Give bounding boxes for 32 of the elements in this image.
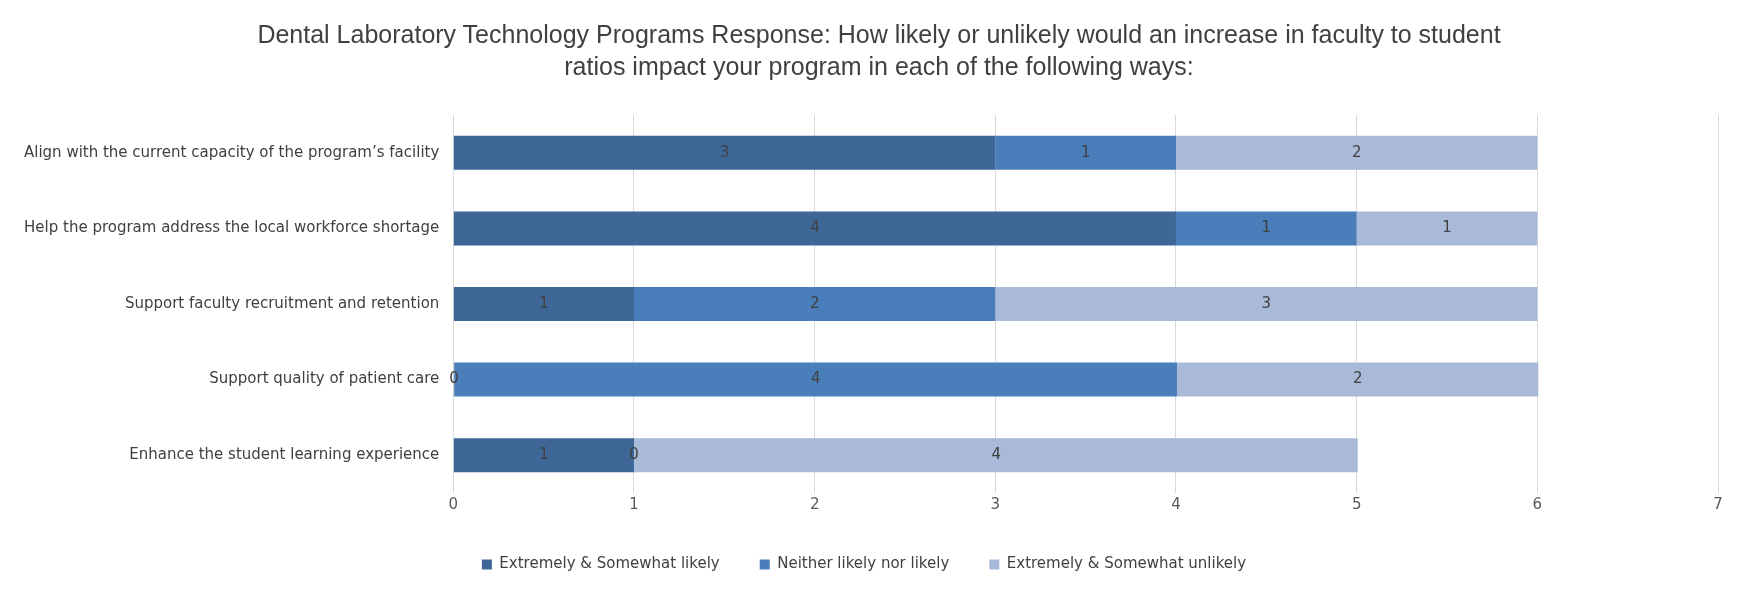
y-tick-label: Align with the current capacity of the program’s facility [24,142,440,161]
legend-label: Extremely & Somewhat unlikely [1006,554,1247,573]
x-tick-label: 2 [809,494,820,513]
x-tick-label: 1 [629,494,639,513]
data-label: 1 [1261,218,1272,237]
legend-label: Extremely & Somewhat likely [499,554,720,573]
data-label: 2 [1352,369,1363,388]
data-label: 2 [809,293,820,312]
x-tick-label: 4 [1171,494,1181,513]
data-label: 4 [810,369,821,388]
legend-label: Neither likely nor likely [777,554,950,573]
x-tick-label: 6 [1532,494,1543,513]
x-tick-label: 5 [1351,494,1362,513]
data-label: 0 [449,369,459,388]
y-tick-label: Enhance the student learning experience [129,445,440,464]
x-tick-label: 7 [1713,494,1723,513]
data-label: 3 [719,142,730,161]
y-tick-label: Support quality of patient care [209,369,440,388]
y-tick-label: Help the program address the local workforce shortage [24,218,440,237]
x-tick-label: 0 [448,494,459,513]
data-label: 1 [1442,218,1452,237]
y-tick-label: Support faculty recruitment and retention [124,293,440,312]
data-label: 4 [810,218,820,237]
data-label: 4 [991,445,1002,464]
chart-title: Dental Laboratory Technology Programs Response: How likely or unlikely would an increase in faculty to student ratios impact your program in each of the following ways: [256,19,1502,82]
data-label: 0 [629,445,639,464]
data-label: 2 [1351,142,1362,161]
data-label: 1 [539,445,549,464]
data-label: 1 [1080,142,1091,161]
data-label: 1 [539,293,549,312]
x-tick-label: 3 [990,494,1001,513]
data-label: 3 [1261,293,1272,312]
